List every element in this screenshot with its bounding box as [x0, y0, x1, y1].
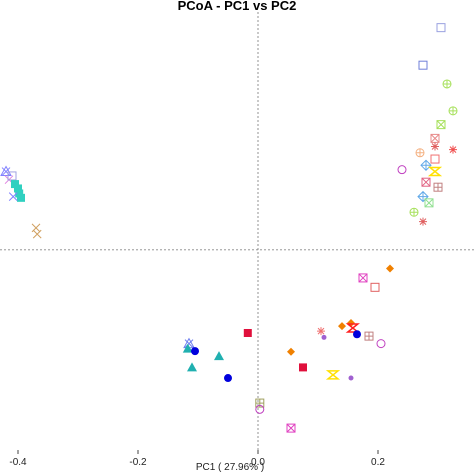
data-point	[286, 423, 296, 433]
data-point	[430, 133, 440, 143]
x-tick-label: -0.4	[9, 457, 27, 468]
data-point	[442, 79, 452, 89]
x-tick-label: -0.2	[129, 457, 147, 468]
x-tick-label: 0.0	[251, 457, 265, 468]
data-point	[338, 322, 346, 331]
data-point	[370, 282, 380, 292]
data-point	[419, 217, 427, 226]
data-point	[376, 339, 386, 349]
data-point	[420, 159, 432, 172]
data-point	[32, 229, 42, 239]
data-point	[255, 404, 265, 414]
data-point	[364, 331, 374, 341]
data-point	[14, 184, 22, 193]
data-point	[17, 193, 25, 202]
data-point	[214, 351, 224, 361]
data-point	[427, 166, 443, 177]
data-point	[187, 362, 197, 372]
data-point	[317, 327, 325, 336]
data-point	[0, 165, 12, 177]
data-point	[415, 148, 425, 158]
x-axis-label: PC1 ( 27.96% )	[196, 462, 264, 473]
data-point	[353, 330, 361, 339]
data-point	[321, 334, 327, 340]
data-point	[433, 182, 443, 192]
data-point	[430, 154, 440, 164]
data-point	[345, 323, 360, 333]
x-tick-label: 0.2	[371, 457, 385, 468]
data-point	[436, 120, 446, 130]
data-point	[299, 363, 307, 372]
data-point	[8, 192, 18, 201]
data-point	[424, 198, 434, 208]
data-point	[418, 60, 428, 70]
data-point	[431, 142, 439, 151]
data-points	[0, 23, 458, 433]
data-point	[7, 171, 17, 181]
data-point	[409, 207, 419, 217]
data-point	[386, 264, 394, 273]
data-point	[243, 328, 252, 337]
x-axis-ticks: -0.4 -0.2 0.0 0.2	[9, 450, 385, 468]
data-point	[325, 370, 341, 380]
data-point	[15, 189, 24, 198]
data-point	[448, 106, 458, 116]
data-point	[191, 347, 199, 356]
data-point	[287, 347, 295, 356]
data-point	[182, 343, 193, 353]
chart-title: PCoA - PC1 vs PC2	[178, 0, 297, 13]
data-point	[358, 273, 368, 283]
data-point	[449, 145, 457, 154]
data-point	[417, 190, 429, 203]
data-point	[421, 177, 431, 187]
data-point	[397, 165, 407, 175]
data-point	[436, 23, 446, 33]
data-point	[11, 180, 19, 189]
data-point	[224, 374, 232, 383]
data-point	[348, 375, 354, 381]
